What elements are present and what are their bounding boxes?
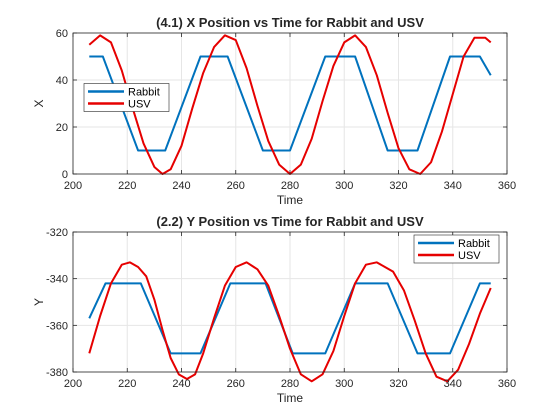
x-chart-xtick-label: 220 — [118, 180, 136, 192]
x-chart-xtick-label: 360 — [498, 180, 516, 192]
y-chart-series-usv-line — [88, 261, 492, 383]
x-chart-xtick-label: 200 — [64, 180, 82, 192]
x-chart-legend-label-rabbit: Rabbit — [128, 87, 160, 99]
y-chart-legend-box — [413, 234, 500, 264]
x-position-axes: 200 220 240 260 280 300 320 340 360 0 20 40 60 (4.1) … — [32, 15, 516, 207]
y-chart-xtick-label: 320 — [389, 378, 407, 390]
x-chart-ylabel: X — [32, 99, 46, 107]
x-chart-title: (4.1) X Position vs Time for Rabbit and … — [156, 15, 424, 30]
y-chart-ylabel: Y — [32, 298, 46, 306]
y-chart-xtick-label: 240 — [172, 378, 190, 390]
x-chart-ytick-label: 0 — [62, 169, 68, 181]
y-chart-legend-label-rabbit: Rabbit — [458, 238, 490, 250]
y-chart-xtick-label: 220 — [118, 378, 136, 390]
x-chart-xtick-label: 300 — [335, 180, 353, 192]
y-chart-xtick-label: 360 — [498, 378, 516, 390]
y-position-axes: 200 220 240 260 280 300 320 340 360 -380 -360 -340 -… — [32, 214, 516, 405]
x-chart-xlabel: Time — [277, 193, 304, 207]
x-chart-ytick-label: 60 — [56, 28, 68, 40]
y-chart-ytick-label: -360 — [46, 320, 68, 332]
x-chart-legend-label-usv: USV — [128, 99, 151, 111]
y-chart-ytick-label: -320 — [46, 227, 68, 239]
y-chart-xtick-label: 260 — [227, 378, 245, 390]
y-chart-legend-label-usv: USV — [458, 250, 481, 262]
y-chart-ytick-label: -340 — [46, 274, 68, 286]
x-chart-xtick-label: 260 — [227, 180, 245, 192]
x-chart-legend-box — [83, 83, 170, 112]
y-chart-xtick-label: 340 — [444, 378, 462, 390]
y-chart-ytick-label: -380 — [46, 367, 68, 379]
y-chart-xtick-label: 280 — [281, 378, 299, 390]
x-chart-ytick-label: 40 — [56, 75, 68, 87]
y-chart-xlabel: Time — [277, 391, 304, 405]
y-chart-xtick-label: 300 — [335, 378, 353, 390]
y-chart-title: (2.2) Y Position vs Time for Rabbit and … — [156, 214, 424, 229]
x-chart-xtick-label: 240 — [172, 180, 190, 192]
x-chart-ytick-label: 20 — [56, 122, 68, 134]
y-chart-xtick-label: 200 — [64, 378, 82, 390]
x-chart-xtick-label: 280 — [281, 180, 299, 192]
x-chart-xtick-label: 320 — [389, 180, 407, 192]
x-chart-xtick-label: 340 — [444, 180, 462, 192]
